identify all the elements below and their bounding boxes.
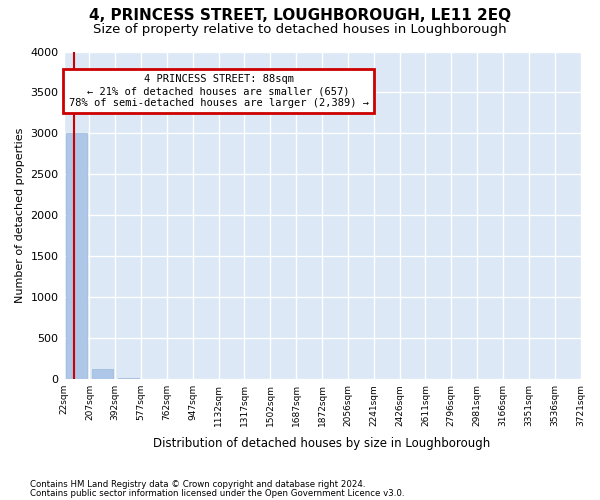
- Text: 4 PRINCESS STREET: 88sqm
← 21% of detached houses are smaller (657)
78% of semi-: 4 PRINCESS STREET: 88sqm ← 21% of detach…: [68, 74, 368, 108]
- Text: Size of property relative to detached houses in Loughborough: Size of property relative to detached ho…: [93, 22, 507, 36]
- Bar: [66, 134, 87, 379]
- Text: 4, PRINCESS STREET, LOUGHBOROUGH, LE11 2EQ: 4, PRINCESS STREET, LOUGHBOROUGH, LE11 2…: [89, 8, 511, 22]
- Y-axis label: Number of detached properties: Number of detached properties: [15, 128, 25, 303]
- X-axis label: Distribution of detached houses by size in Loughborough: Distribution of detached houses by size …: [154, 437, 491, 450]
- Bar: [92, 369, 113, 379]
- Text: Contains public sector information licensed under the Open Government Licence v3: Contains public sector information licen…: [30, 490, 404, 498]
- Text: Contains HM Land Registry data © Crown copyright and database right 2024.: Contains HM Land Registry data © Crown c…: [30, 480, 365, 489]
